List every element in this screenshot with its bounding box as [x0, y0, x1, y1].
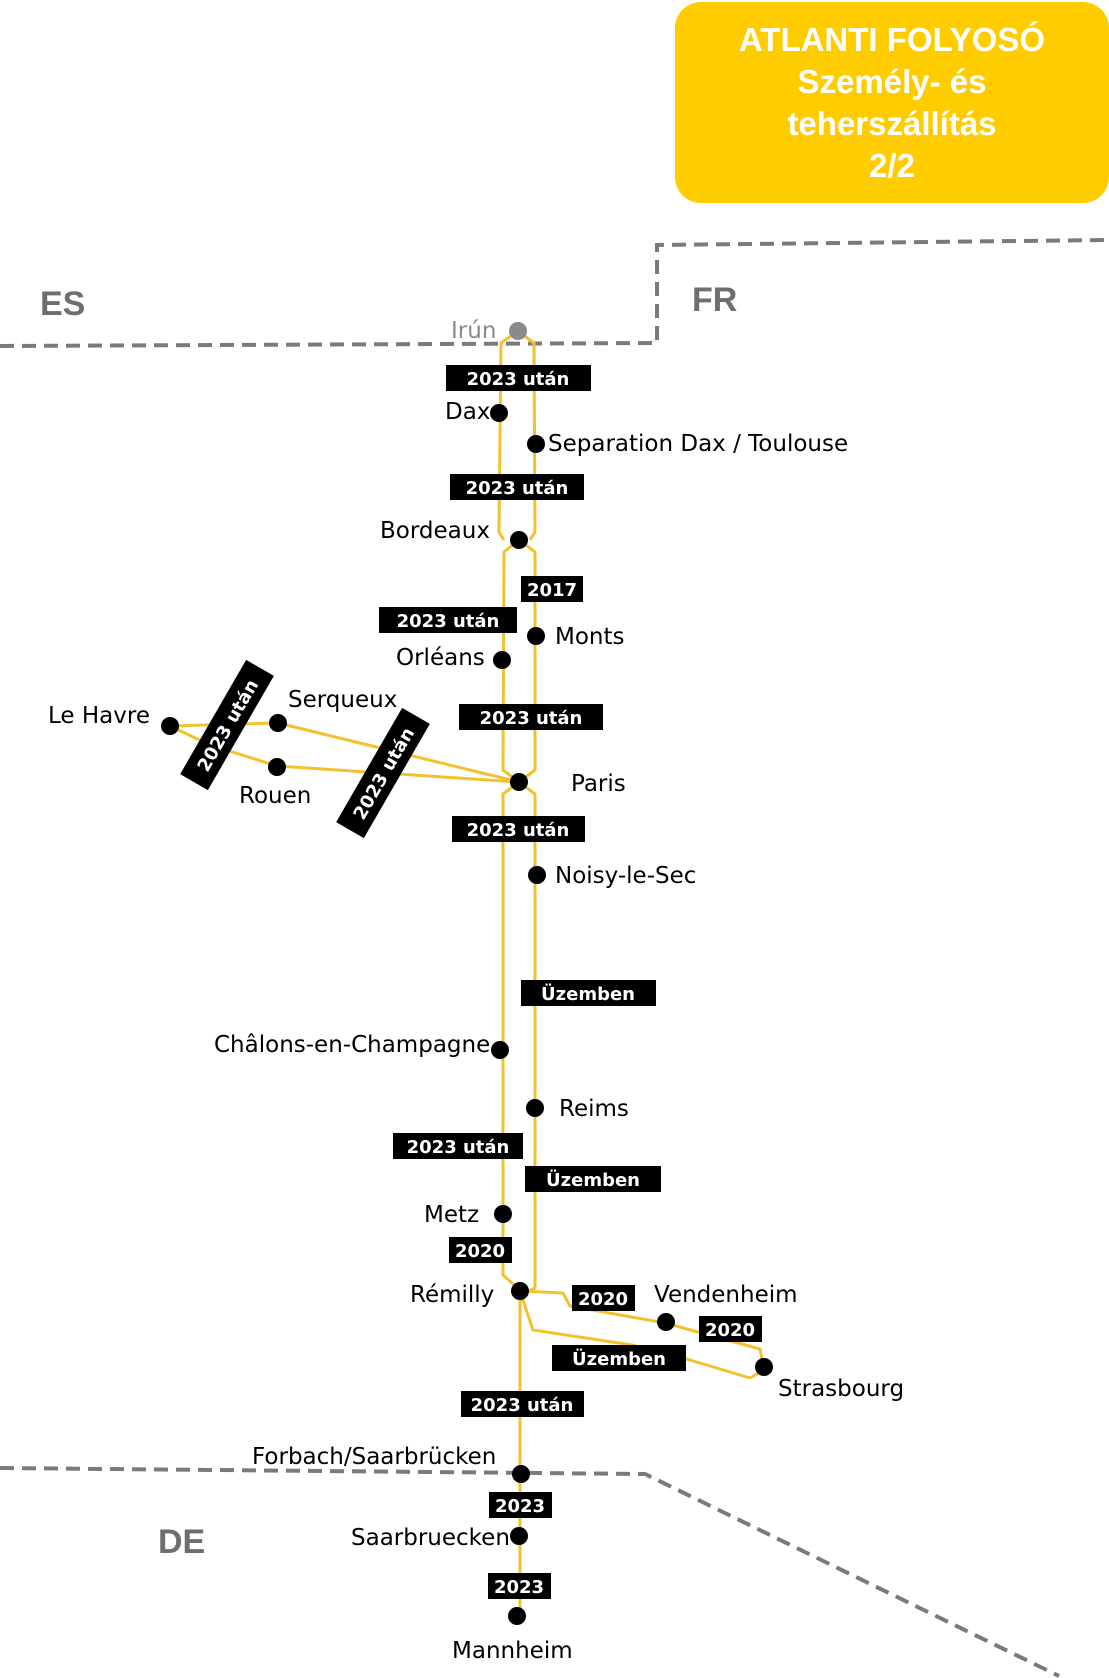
line-bordeaux-paris-east [518, 538, 537, 784]
status-tag: 2023 után [446, 365, 591, 391]
title-line-1: ATLANTI FOLYOSÓ [738, 20, 1046, 58]
station-label-saarbruecken: Saarbruecken [351, 1525, 510, 1551]
station-dot-saarbruecken [510, 1527, 528, 1545]
country-fr: FR [692, 281, 737, 319]
station-label-bordeaux: Bordeaux [380, 518, 490, 544]
status-tag: Üzemben [521, 980, 656, 1006]
status-tag: 2020 [572, 1285, 635, 1311]
country-es: ES [40, 285, 85, 323]
svg-text:2023: 2023 [494, 1577, 544, 1598]
station-dot-forbach [512, 1465, 530, 1483]
status-tags: 2023 után 2023 után 2017 2023 után 2023 … [180, 365, 762, 1599]
status-tag: Üzemben [525, 1166, 661, 1192]
border-fr-de [0, 1466, 1060, 1678]
svg-text:2023 után: 2023 után [466, 478, 569, 499]
svg-text:Üzemben: Üzemben [546, 1169, 640, 1191]
station-dot-bordeaux [510, 531, 528, 549]
svg-text:2020: 2020 [455, 1241, 505, 1262]
svg-text:2023 után: 2023 után [407, 1137, 510, 1158]
station-dot-rouen [268, 758, 286, 776]
station-dot-dax [490, 404, 508, 422]
station-dots [161, 322, 773, 1625]
status-tag: 2020 [699, 1316, 762, 1342]
station-dot-mannheim [508, 1607, 526, 1625]
station-label-mannheim: Mannheim [452, 1638, 573, 1664]
station-label-serqueux: Serqueux [288, 687, 397, 713]
station-label-separation: Separation Dax / Toulouse [548, 431, 848, 457]
svg-text:2023: 2023 [495, 1496, 545, 1517]
station-label-noisy: Noisy-le-Sec [555, 863, 696, 889]
line-irun-bordeaux-east [517, 329, 537, 541]
status-tag: Üzemben [552, 1345, 686, 1371]
station-dot-metz [494, 1205, 512, 1223]
station-dot-monts [527, 627, 545, 645]
station-label-remilly: Rémilly [410, 1282, 494, 1308]
station-label-chalons: Châlons-en-Champagne [214, 1032, 490, 1058]
svg-text:Üzemben: Üzemben [572, 1348, 666, 1370]
svg-text:2023 után: 2023 után [480, 708, 583, 729]
status-tag: 2023 [488, 1573, 551, 1599]
station-dot-strasbourg [755, 1358, 773, 1376]
svg-text:2017: 2017 [527, 580, 577, 601]
station-dot-reims [526, 1099, 544, 1117]
svg-text:2023 után: 2023 után [471, 1395, 574, 1416]
country-de: DE [158, 1523, 205, 1561]
station-dot-noisy [528, 866, 546, 884]
station-label-orleans: Orléans [396, 645, 485, 671]
status-tag: 2023 után [450, 474, 584, 500]
station-dot-vendenheim [657, 1313, 675, 1331]
status-tag: 2023 után [452, 816, 585, 842]
line-irun-bordeaux-west [497, 329, 519, 541]
station-dot-separation [527, 435, 545, 453]
border-es-fr [0, 238, 1109, 348]
title-box: ATLANTI FOLYOSÓ Személy- és teherszállít… [675, 2, 1109, 203]
station-label-metz: Metz [424, 1202, 479, 1228]
station-label-forbach: Forbach/Saarbrücken [252, 1444, 496, 1470]
station-dot-serqueux [269, 714, 287, 732]
station-label-rouen: Rouen [239, 783, 311, 809]
title-line-3: teherszállítás [787, 104, 997, 142]
station-labels: Irún Dax Separation Dax / Toulouse Borde… [48, 318, 904, 1664]
status-tag: 2023 [489, 1492, 552, 1518]
station-label-reims: Reims [559, 1096, 629, 1122]
title-line-4: 2/2 [869, 146, 915, 184]
line-paris-remilly-west [501, 780, 521, 1292]
status-tag: 2017 [521, 576, 583, 602]
svg-text:Üzemben: Üzemben [541, 983, 635, 1005]
svg-text:2023 után: 2023 után [467, 369, 570, 390]
station-label-monts: Monts [555, 624, 625, 650]
station-label-dax: Dax [445, 399, 490, 425]
status-tag: 2023 után [393, 1133, 523, 1159]
station-dot-chalons [491, 1041, 509, 1059]
station-label-strasbourg: Strasbourg [778, 1376, 904, 1402]
status-tag: 2023 után [336, 707, 430, 839]
station-label-paris: Paris [571, 771, 626, 797]
svg-text:2023 után: 2023 után [467, 820, 570, 841]
title-line-2: Személy- és [797, 62, 987, 100]
station-label-le-havre: Le Havre [48, 703, 150, 729]
station-dot-irun [509, 322, 527, 340]
status-tag: 2023 után [459, 704, 603, 730]
station-dot-paris [510, 773, 528, 791]
station-dot-le-havre [161, 717, 179, 735]
status-tag: 2020 [449, 1237, 512, 1263]
station-label-irun: Irún [451, 318, 496, 344]
station-dot-orleans [493, 651, 511, 669]
station-label-vendenheim: Vendenheim [654, 1282, 798, 1308]
svg-text:2020: 2020 [578, 1289, 628, 1310]
status-tag: 2023 után [461, 1391, 584, 1417]
station-dot-remilly [511, 1282, 529, 1300]
borders [0, 238, 1109, 1678]
status-tag: 2023 után [379, 607, 517, 633]
svg-text:2020: 2020 [705, 1320, 755, 1341]
line-paris-remilly-east [518, 780, 537, 1296]
svg-text:2023 után: 2023 után [397, 611, 500, 632]
